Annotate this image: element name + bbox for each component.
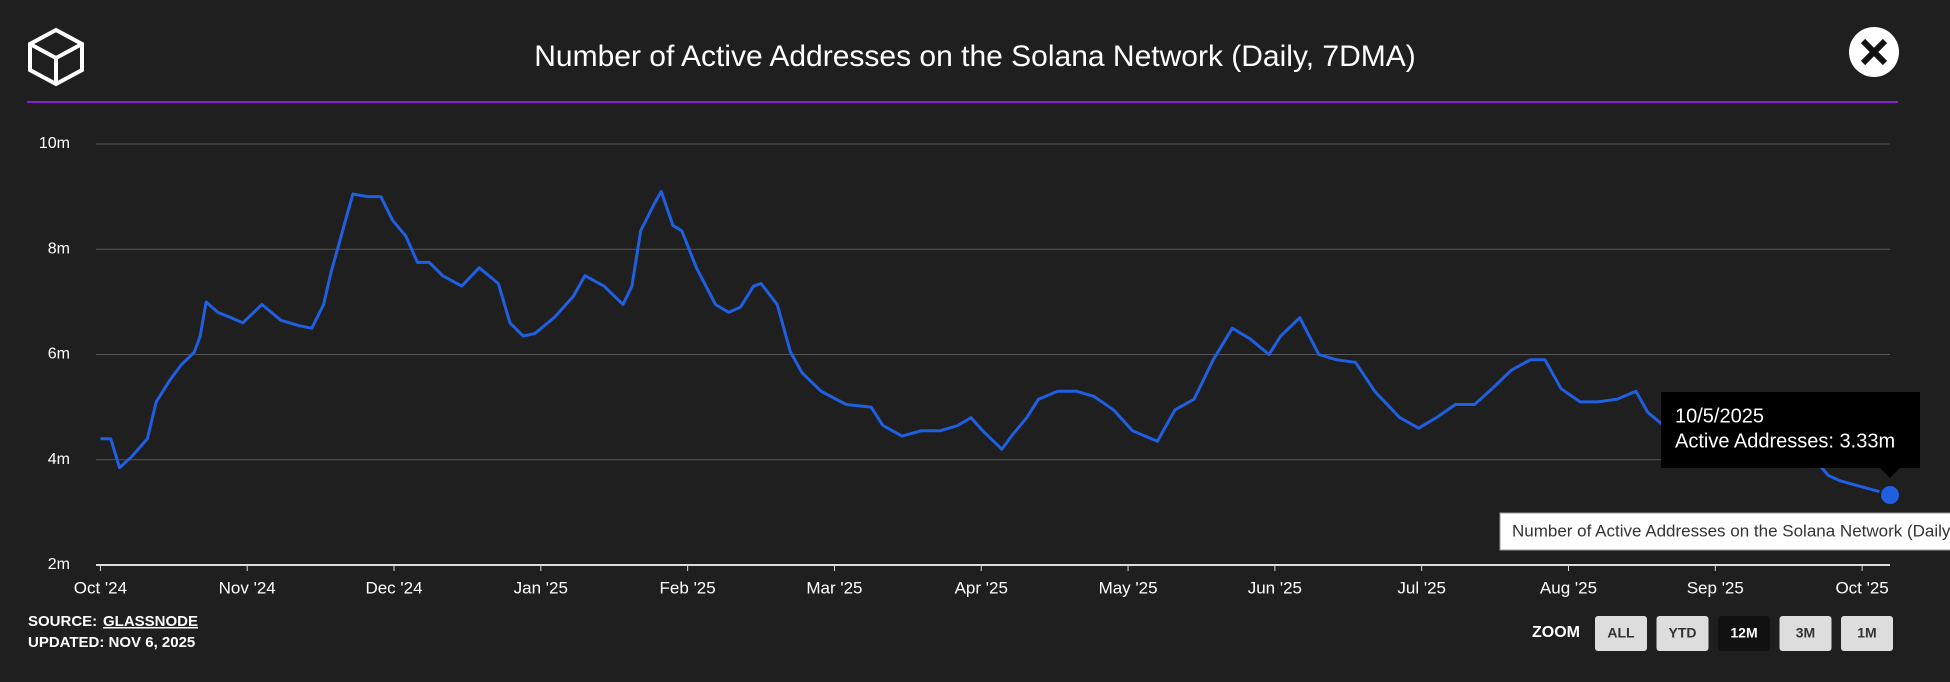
zoom-button[interactable] (1718, 616, 1770, 651)
zoom-button-label[interactable]: YTD (1669, 625, 1697, 641)
tooltip-text: Active Addresses: 3.33m (1675, 430, 1895, 452)
x-tick-label: May '25 (1099, 578, 1158, 597)
y-tick-label: 10m (39, 135, 70, 152)
y-tick-label: 8m (48, 240, 70, 257)
chart-title: Number of Active Addresses on the Solana… (534, 40, 1415, 73)
close-button[interactable] (1849, 27, 1899, 77)
x-tick-label: Feb '25 (660, 578, 716, 597)
y-tick-label: 2m (48, 556, 70, 573)
tooltip-box (1661, 392, 1920, 468)
x-tick-label: Sep '25 (1687, 578, 1744, 597)
x-tick-label: Oct '25 (1835, 578, 1888, 597)
zoom-button[interactable] (1779, 616, 1832, 651)
zoom-label: ZOOM (1532, 624, 1580, 641)
source-link[interactable]: GLASSNODE (103, 613, 198, 630)
x-tick-label: Oct '24 (74, 578, 127, 597)
zoom-button-label[interactable]: 3M (1796, 625, 1815, 641)
logo (28, 27, 84, 87)
zoom-button-label[interactable]: 12M (1730, 625, 1757, 641)
x-tick-label: Nov '24 (219, 578, 276, 597)
x-tick-label: Jul '25 (1397, 578, 1446, 597)
legend-label: Number of Active Addresses on the Solana… (1512, 521, 1950, 540)
updated: UPDATED: NOV 6, 2025 (28, 634, 195, 651)
x-tick-label: Jan '25 (514, 578, 568, 597)
zoom-button[interactable] (1656, 616, 1709, 651)
x-tick-label: Dec '24 (365, 578, 422, 597)
y-tick-label: 4m (48, 451, 70, 468)
tooltip-date: 10/5/2025 (1675, 405, 1764, 427)
x-tick-label: Apr '25 (955, 578, 1008, 597)
zoom-button[interactable] (1841, 616, 1893, 651)
tooltip-pointer (1880, 468, 1900, 478)
highlight-point (1879, 484, 1901, 507)
zoom-button-label[interactable]: 1M (1857, 625, 1876, 641)
source-label: SOURCE: (28, 613, 97, 630)
zoom-button-label[interactable]: ALL (1607, 625, 1635, 641)
x-tick-label: Aug '25 (1540, 578, 1597, 597)
y-tick-label: 6m (48, 346, 70, 363)
x-tick-label: Jun '25 (1248, 578, 1302, 597)
x-tick-label: Mar '25 (806, 578, 862, 597)
legend-box (1499, 512, 1950, 551)
series-line (100, 189, 1891, 497)
zoom-button[interactable] (1595, 616, 1647, 651)
